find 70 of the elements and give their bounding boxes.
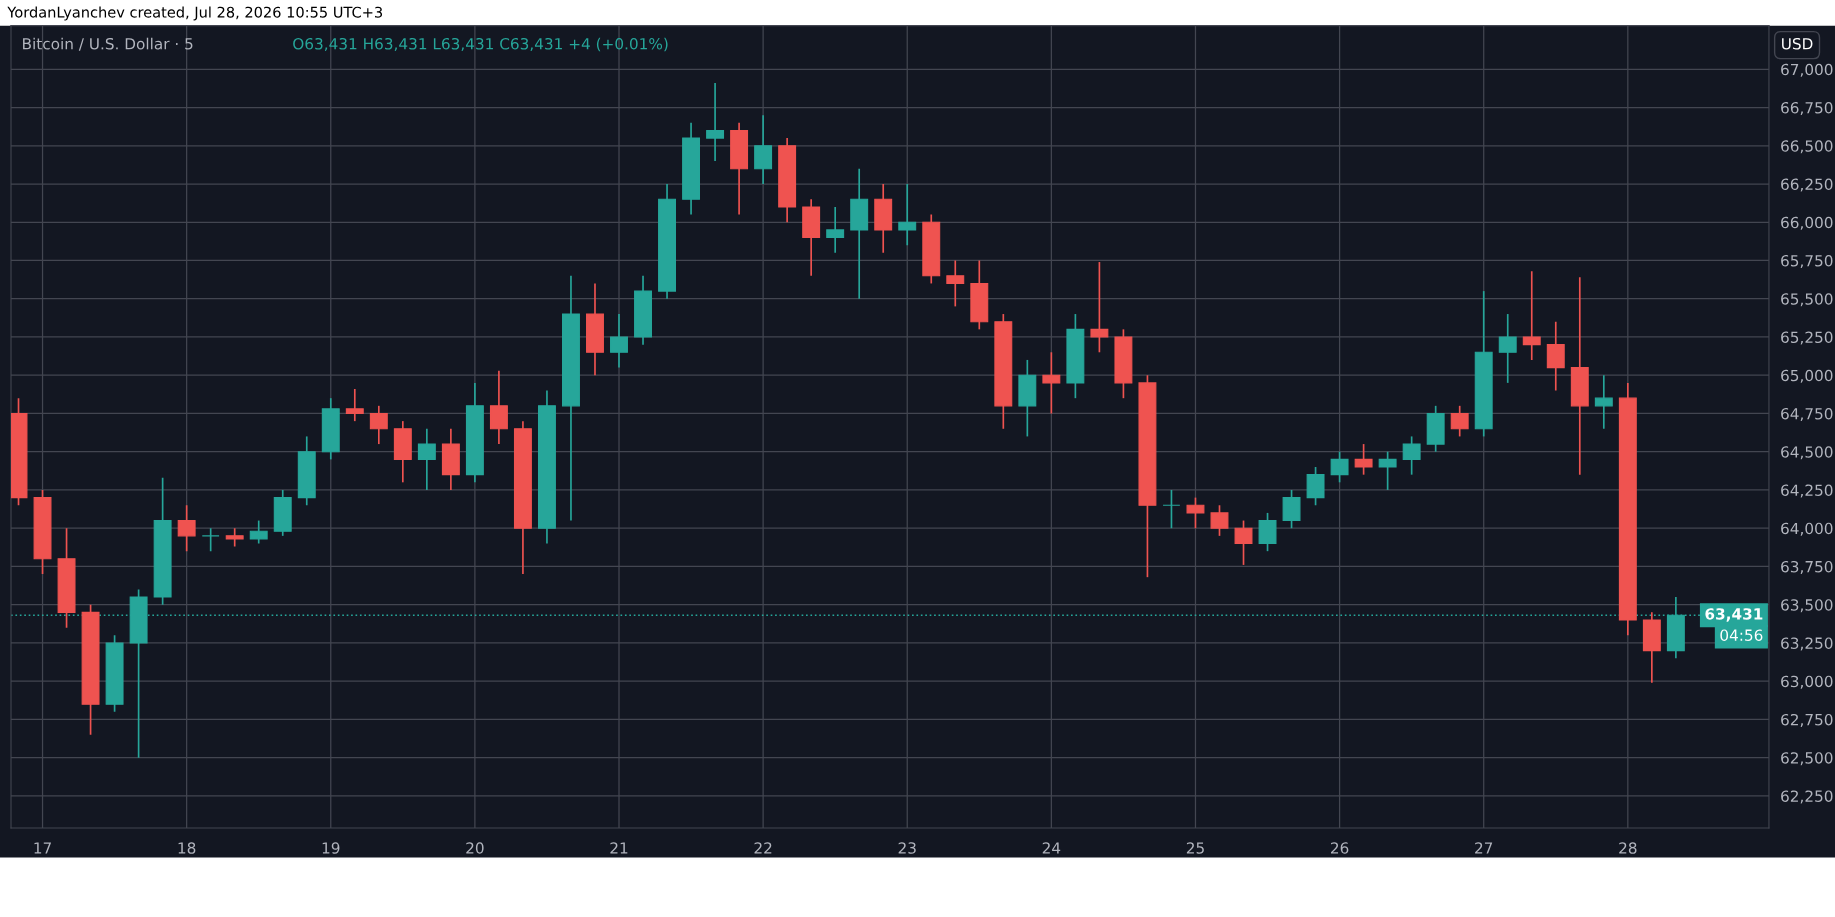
y-tick-label: 63,750 xyxy=(1781,560,1833,575)
x-tick-label: 28 xyxy=(1619,842,1637,854)
y-tick-label: 66,250 xyxy=(1781,178,1833,192)
x-tick-label: 19 xyxy=(322,842,340,854)
ref-line-label: 63,431 xyxy=(1705,608,1763,622)
candlestick xyxy=(946,259,965,308)
y-tick-label: 66,000 xyxy=(1781,216,1833,230)
x-tick-label: 27 xyxy=(1475,842,1493,854)
y-tick-label: 62,750 xyxy=(1781,713,1833,728)
candlestick xyxy=(1282,489,1301,530)
candlestick xyxy=(417,427,436,491)
y-tick-label: 62,500 xyxy=(1781,752,1833,766)
x-tick-label: 24 xyxy=(1042,842,1061,854)
candlestick xyxy=(1402,435,1421,476)
text: Bitcoin / U.S. Dollar · 5 xyxy=(23,37,193,51)
candlestick xyxy=(1546,320,1565,392)
y-tick-label: 66,750 xyxy=(1781,101,1833,116)
candlestick xyxy=(1378,450,1397,491)
candlestick xyxy=(225,527,244,548)
candlestick xyxy=(1162,489,1181,530)
candlestick xyxy=(249,519,268,545)
candlestick xyxy=(754,114,773,185)
candlestick xyxy=(1354,443,1373,476)
y-tick-label: 63,000 xyxy=(1781,675,1833,689)
candlestick xyxy=(1306,466,1325,507)
candlestick xyxy=(706,82,725,162)
candlestick xyxy=(1498,313,1517,384)
x-tick-label: 20 xyxy=(466,842,484,854)
y-tick-label: 65,750 xyxy=(1781,254,1833,269)
y-tick-label: 64,000 xyxy=(1781,522,1833,536)
candlestick xyxy=(1594,374,1613,430)
candlestick xyxy=(1522,270,1541,361)
candlestick xyxy=(1042,351,1061,415)
x-tick-label: 21 xyxy=(610,842,628,854)
candlestick xyxy=(1258,512,1277,552)
text: YordanLyanchev created, Jul 28, 2026 10:55 UTC+3 xyxy=(7,6,383,21)
candlestick xyxy=(369,404,388,445)
y-tick-label: 65,500 xyxy=(1781,293,1833,307)
x-tick-label: 18 xyxy=(178,842,196,854)
annotation: 04:56 xyxy=(1720,629,1763,641)
candlestick xyxy=(1234,519,1253,566)
x-tick-label: 17 xyxy=(34,842,51,854)
text: USD xyxy=(1782,37,1813,50)
y-tick-label: 64,750 xyxy=(1781,407,1833,422)
y-tick-label: 64,250 xyxy=(1781,484,1833,498)
y-tick-label: 63,250 xyxy=(1781,637,1833,651)
candlestick xyxy=(489,369,508,445)
x-tick-label: 22 xyxy=(754,842,772,854)
y-tick-label: 66,500 xyxy=(1781,140,1833,154)
x-tick-label: 25 xyxy=(1186,842,1204,854)
candlestick xyxy=(1186,496,1205,530)
y-tick-label: 65,250 xyxy=(1781,331,1833,345)
y-tick-label: 62,250 xyxy=(1781,790,1833,804)
y-tick-label: 63,500 xyxy=(1781,599,1833,613)
candlestick xyxy=(345,388,364,422)
x-tick-label: 23 xyxy=(898,842,916,854)
y-tick-label: 64,500 xyxy=(1781,446,1833,460)
candlestick xyxy=(201,527,220,552)
candlestick xyxy=(610,313,628,369)
candlestick xyxy=(1450,404,1469,438)
candlestick xyxy=(1210,504,1229,537)
candlestick xyxy=(177,504,196,552)
text: O63,431 H63,431 L63,431 C63,431 +4 (+0.01%) xyxy=(293,37,668,52)
y-tick-label: 67,000 xyxy=(1781,63,1833,77)
candlestick xyxy=(1330,450,1349,484)
y-tick-label: 65,000 xyxy=(1781,369,1833,383)
candlestick xyxy=(898,183,917,247)
candlestick xyxy=(826,206,845,254)
x-tick-label: 26 xyxy=(1330,842,1349,854)
candlestick xyxy=(1090,261,1109,354)
